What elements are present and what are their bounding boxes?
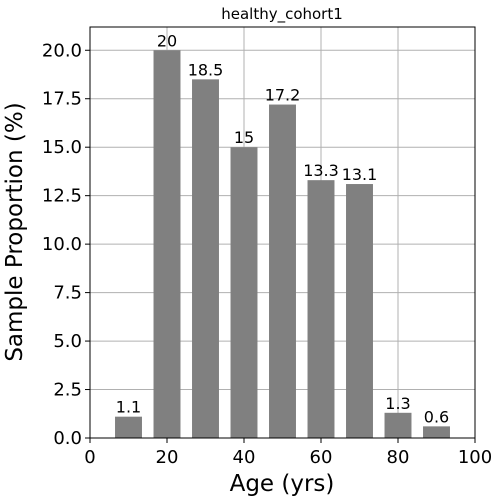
bar-3	[230, 147, 258, 438]
x-tick-label-5: 100	[458, 447, 492, 468]
x-tick-label-3: 60	[310, 447, 333, 468]
bar-6	[346, 184, 373, 438]
bar-value-label-3: 15	[234, 128, 254, 147]
bar-value-label-5: 13.3	[303, 161, 339, 180]
bar-0	[115, 416, 142, 438]
y-tick-label-3: 7.5	[53, 283, 82, 304]
bar-value-label-2: 18.5	[188, 60, 224, 79]
y-tick-label-6: 15.0	[42, 137, 82, 158]
bar-value-label-1: 20	[157, 31, 177, 50]
y-tick-label-5: 12.5	[42, 186, 82, 207]
y-axis-ticks: 0.0 2.5 5.0 7.5 10.0 12.5 15.0 17.5 20.0	[42, 40, 90, 449]
bar-7	[384, 412, 412, 438]
bar-value-labels: 1.1 20 18.5 15 17.2 13.3 13.1 1.3 0.6	[116, 31, 449, 426]
y-tick-label-7: 17.5	[42, 89, 82, 110]
x-tick-label-0: 0	[84, 447, 95, 468]
y-tick-label-4: 10.0	[42, 234, 82, 255]
bar-2	[192, 79, 219, 439]
x-axis-label: Age (yrs)	[230, 471, 335, 497]
plot-frame	[89, 26, 476, 439]
y-tick-label-8: 20.0	[42, 40, 82, 61]
y-tick-label-0: 0.0	[53, 428, 82, 449]
bar-4	[269, 104, 296, 438]
bar-5	[307, 180, 335, 439]
x-tick-label-1: 20	[156, 447, 179, 468]
bar-8	[423, 426, 450, 438]
bar-value-label-6: 13.1	[342, 165, 378, 184]
y-tick-label-1: 2.5	[53, 380, 82, 401]
y-axis-label: Sample Proportion (%)	[2, 102, 28, 361]
bar-1	[153, 50, 181, 438]
y-tick-label-2: 5.0	[53, 331, 82, 352]
x-tick-label-4: 80	[387, 447, 410, 468]
bar-value-label-4: 17.2	[265, 86, 301, 105]
bars	[115, 50, 450, 439]
bar-value-label-8: 0.6	[424, 407, 449, 426]
x-axis-ticks: 0 20 40 60 80 100	[84, 438, 492, 468]
chart-title: healthy_cohort1	[221, 5, 343, 24]
x-tick-label-2: 40	[233, 447, 256, 468]
bar-value-label-0: 1.1	[116, 398, 141, 417]
bar-value-label-7: 1.3	[385, 394, 410, 413]
